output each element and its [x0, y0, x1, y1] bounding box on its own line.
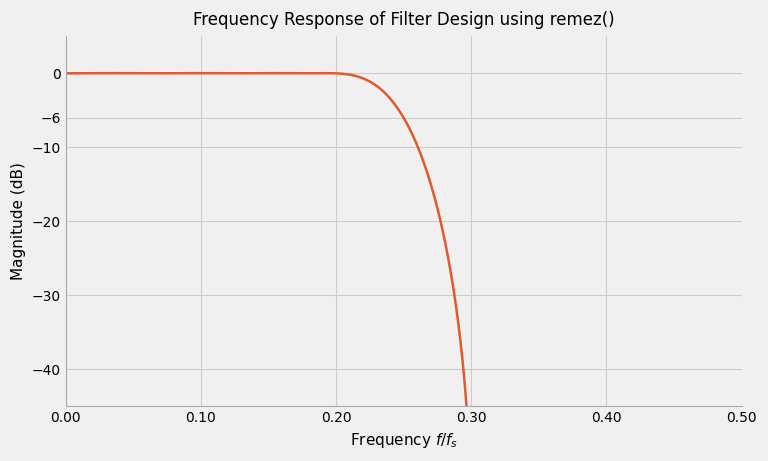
- X-axis label: Frequency $f/f_s$: Frequency $f/f_s$: [349, 431, 458, 450]
- Y-axis label: Magnitude (dB): Magnitude (dB): [11, 162, 26, 280]
- Title: Frequency Response of Filter Design using remez(): Frequency Response of Filter Design usin…: [193, 11, 614, 29]
